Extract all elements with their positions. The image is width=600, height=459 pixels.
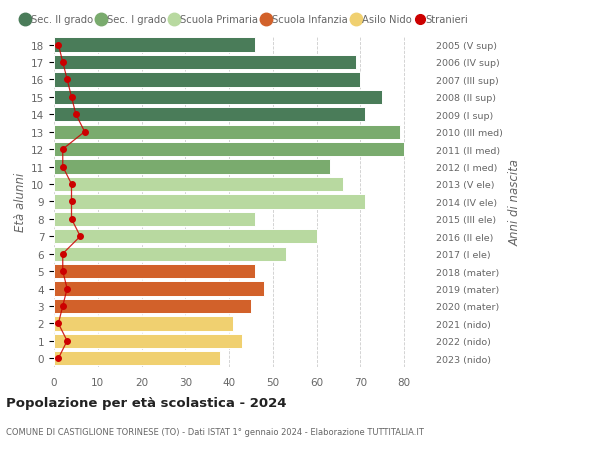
Bar (54, 73, 361, 87)
Bar (54, 108, 365, 122)
Bar (54, 178, 343, 192)
Bar (54, 334, 242, 348)
Point (62, 337, 72, 345)
Bar (54, 282, 264, 296)
Point (53, 355, 63, 362)
Bar (54, 125, 400, 140)
Point (53, 42, 63, 49)
Point (67, 216, 76, 223)
Bar (54, 90, 382, 105)
Bar (54, 352, 220, 366)
Bar (54, 264, 256, 279)
Bar (54, 160, 330, 174)
Y-axis label: Anni di nascita: Anni di nascita (508, 158, 521, 246)
Bar (54, 38, 256, 52)
Point (58, 163, 68, 171)
Point (62, 285, 72, 292)
Text: COMUNE DI CASTIGLIONE TORINESE (TO) - Dati ISTAT 1° gennaio 2024 - Elaborazione : COMUNE DI CASTIGLIONE TORINESE (TO) - Da… (6, 427, 424, 436)
Bar (54, 195, 365, 209)
Point (58, 146, 68, 153)
Point (58, 59, 68, 67)
Point (58, 302, 68, 310)
Point (67, 94, 76, 101)
Point (67, 198, 76, 206)
Point (67, 181, 76, 188)
Y-axis label: Età alunni: Età alunni (14, 173, 27, 231)
Point (53, 320, 63, 327)
Legend: Sec. II grado, Sec. I grado, Scuola Primaria, Scuola Infanzia, Asilo Nido, Stran: Sec. II grado, Sec. I grado, Scuola Prim… (22, 15, 469, 25)
Point (62, 77, 72, 84)
Bar (54, 247, 286, 261)
Point (76, 233, 85, 241)
Point (58, 268, 68, 275)
Text: Popolazione per età scolastica - 2024: Popolazione per età scolastica - 2024 (6, 396, 287, 409)
Bar (54, 212, 256, 226)
Bar (54, 230, 317, 244)
Bar (54, 56, 356, 70)
Bar (54, 143, 404, 157)
Bar (54, 299, 251, 313)
Point (58, 251, 68, 258)
Point (80, 129, 89, 136)
Bar (54, 317, 233, 331)
Point (71, 112, 80, 119)
